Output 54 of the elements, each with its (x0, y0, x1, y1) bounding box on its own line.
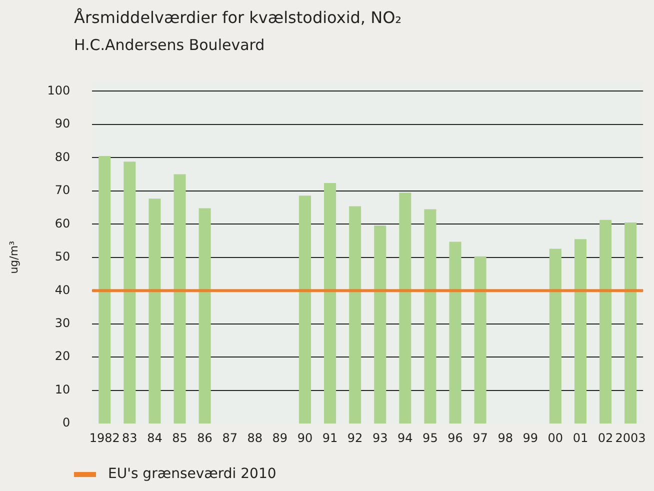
x-tick-label: 87 (222, 430, 238, 445)
bar (174, 174, 186, 424)
x-tick-label: 97 (472, 430, 488, 445)
x-tick-label: 84 (147, 430, 162, 445)
x-tick-label: 93 (372, 430, 388, 445)
chart-title: Årsmiddelværdier for kvælstodioxid, NO₂ (74, 8, 402, 27)
y-tick-label: 10 (54, 382, 70, 396)
bar (124, 162, 136, 424)
x-tick-label: 01 (572, 430, 588, 445)
y-tick-label: 0 (62, 416, 70, 430)
x-tick-label: 92 (347, 430, 363, 445)
x-tick-label: 96 (448, 430, 463, 445)
y-axis-title: ug/m³ (7, 241, 20, 274)
y-tick-label: 20 (54, 349, 70, 364)
chart-subtitle: H.C.Andersens Boulevard (74, 36, 265, 54)
bar (549, 248, 562, 424)
x-tick-label: 83 (122, 430, 138, 445)
y-tick-label: 30 (54, 316, 70, 330)
y-tick-label: 60 (54, 216, 70, 230)
x-tick-label: 85 (172, 430, 188, 445)
y-tick-label: 100 (47, 83, 70, 98)
x-tick-label: 99 (522, 430, 538, 445)
x-tick-label: 95 (422, 430, 438, 445)
y-tick-label: 80 (54, 150, 70, 164)
y-tick-label: 90 (54, 116, 70, 131)
x-tick-label: 91 (322, 430, 338, 445)
bar (424, 209, 436, 424)
x-tick-label: 2003 (615, 430, 646, 445)
x-tick-label: 1982 (89, 430, 120, 445)
bar (198, 208, 211, 424)
bar (148, 198, 161, 424)
x-tick-label: 94 (398, 430, 413, 445)
bar (399, 192, 412, 424)
bar (599, 220, 612, 424)
y-tick-label: 70 (54, 183, 70, 198)
bar (298, 196, 311, 424)
x-tick-label: 88 (247, 430, 263, 445)
y-tick-label: 50 (54, 250, 70, 264)
x-tick-label: 86 (197, 430, 212, 445)
x-tick-label: 90 (297, 430, 313, 445)
bar (474, 256, 486, 424)
bar (324, 182, 336, 424)
bar (624, 222, 637, 424)
bar (349, 206, 362, 424)
x-tick-label: 02 (598, 430, 614, 445)
x-tick-label: 00 (548, 430, 564, 445)
bar (449, 242, 462, 424)
bar (98, 156, 111, 424)
legend-label: EU's grænseværdi 2010 (108, 466, 276, 482)
bar (574, 239, 586, 424)
bar (374, 225, 386, 424)
x-tick-label: 89 (272, 430, 288, 445)
y-tick-label: 40 (54, 282, 70, 297)
x-tick-label: 98 (498, 430, 513, 445)
